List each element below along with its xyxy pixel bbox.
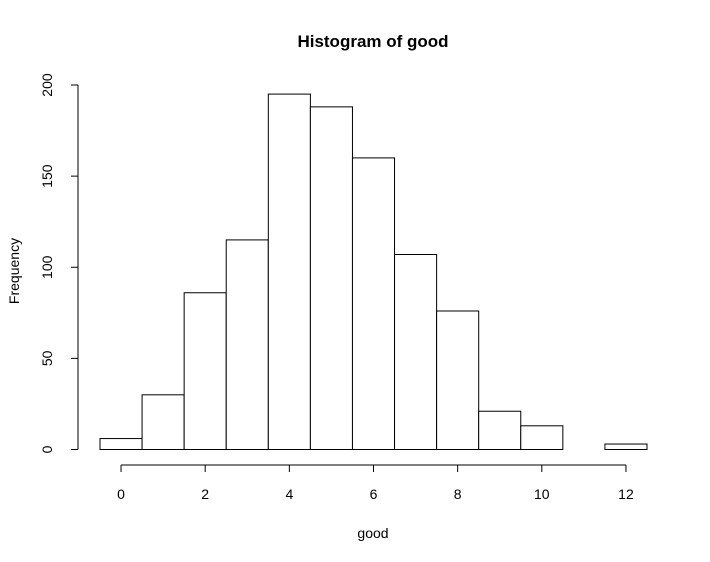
histogram-bar-12 [604, 443, 648, 450]
chart-title: Histogram of good [297, 32, 448, 51]
y-axis-label: Frequency [6, 238, 22, 304]
histogram-bar-2 [183, 292, 227, 451]
histogram-bar-6 [351, 157, 396, 450]
x-tick-label-3: 6 [370, 486, 378, 502]
y-tick-label-0: 0 [39, 445, 55, 453]
histogram-bar-7 [394, 253, 438, 450]
histogram-bar-8 [436, 310, 480, 450]
y-tick-label-2: 100 [39, 255, 55, 279]
x-axis-label: good [357, 525, 388, 541]
x-axis: 0 2 4 6 8 10 12 [117, 464, 634, 502]
x-tick-label-0: 0 [117, 486, 125, 502]
x-tick-label-5: 10 [534, 486, 550, 502]
y-tick-label-1: 50 [39, 350, 55, 366]
histogram-bar-9 [478, 410, 522, 451]
x-tick-label-4: 8 [454, 486, 462, 502]
y-tick-label-3: 150 [39, 164, 55, 188]
x-tick-label-2: 4 [285, 486, 293, 502]
x-tick-label-1: 2 [201, 486, 209, 502]
histogram-bar-1 [141, 394, 185, 451]
y-tick-label-4: 200 [39, 73, 55, 97]
histogram-bar-4 [267, 93, 311, 451]
histogram-bar-0 [99, 438, 143, 450]
y-axis: 0 50 100 150 200 [39, 73, 79, 453]
x-tick-label-6: 12 [618, 486, 634, 502]
bars-group [99, 93, 648, 451]
histogram-bar-3 [225, 239, 269, 450]
histogram-bar-5 [309, 106, 353, 451]
histogram-bar-10 [520, 425, 564, 450]
